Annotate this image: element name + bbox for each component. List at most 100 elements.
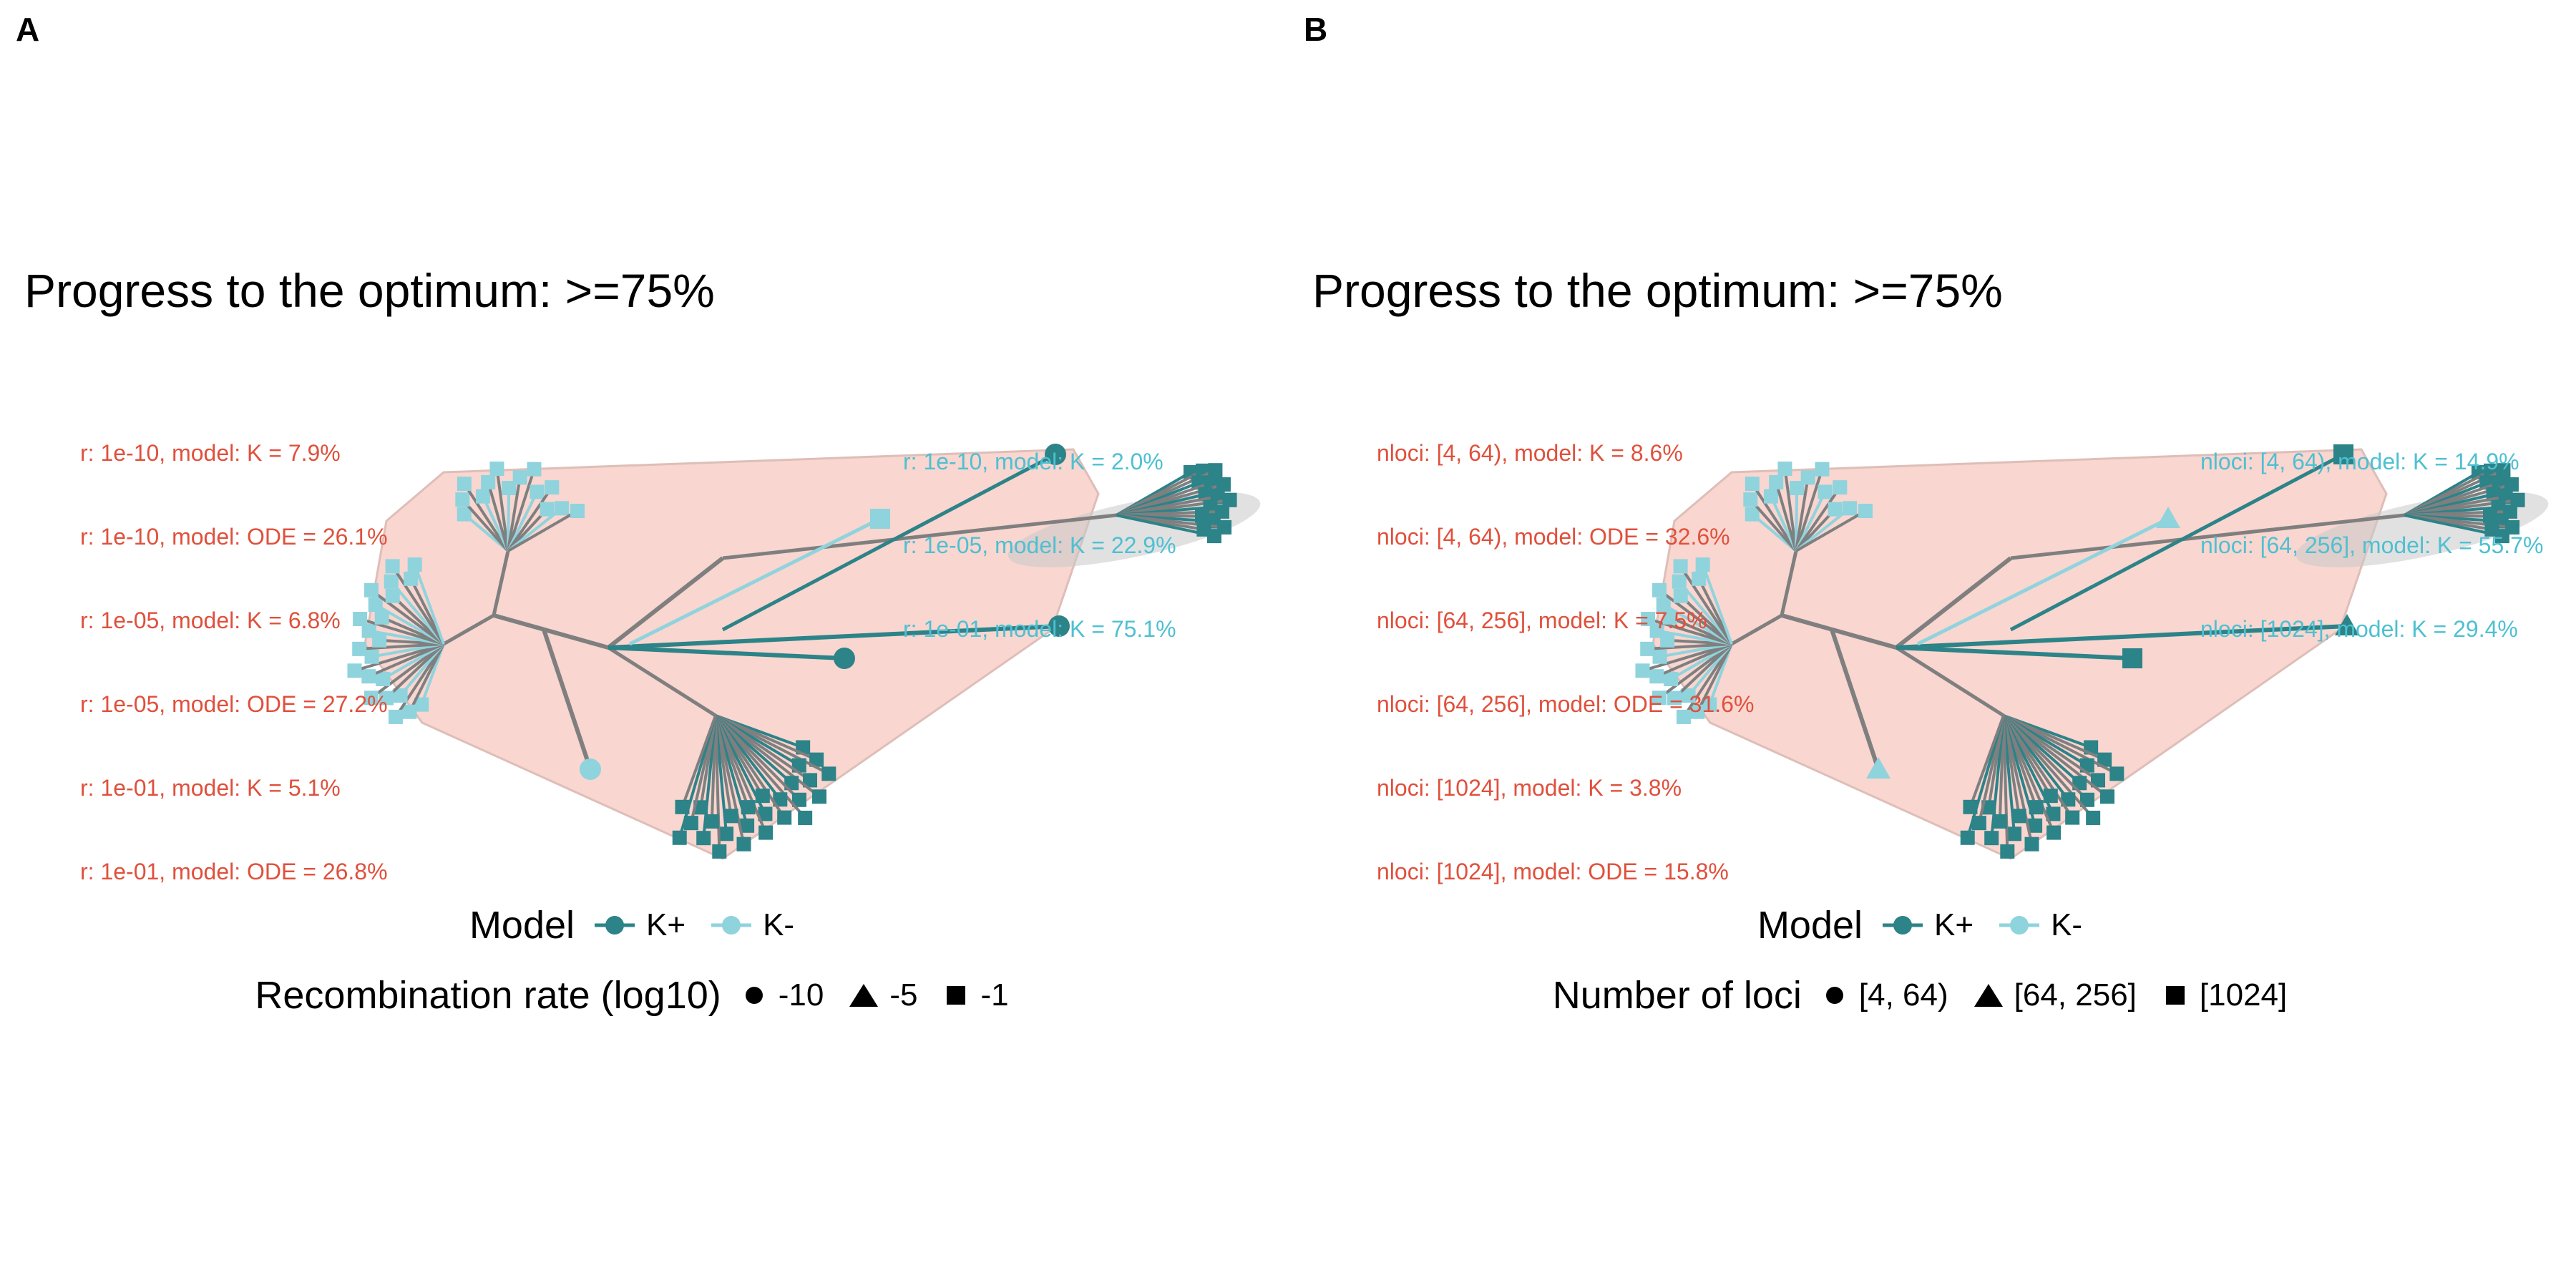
tree-branch: [1916, 517, 2170, 646]
tree-branch: [507, 507, 563, 552]
tree-tip: [1764, 489, 1779, 504]
tree-tip: [1649, 669, 1664, 684]
tree-tip: [675, 799, 690, 814]
circle-icon: [745, 987, 763, 1004]
tree-tip: [414, 697, 429, 712]
tree-branch: [1678, 580, 1733, 645]
tree-tip: [2000, 844, 2015, 859]
legend-key-triangle: -5: [848, 977, 917, 1013]
tree-tip: [1828, 502, 1843, 517]
tree-tip: [368, 597, 383, 612]
legend-shape: Number of loci [4, 64) [64, 256] [1024]: [1288, 973, 2576, 1018]
legend-label: K-: [2051, 907, 2083, 942]
tree-branch: [1730, 613, 1783, 646]
legend-model: Model K+ K-: [0, 903, 1288, 947]
tree-tip: [1971, 816, 1986, 831]
tree-tip: [347, 663, 362, 678]
tree-tip: [1800, 470, 1815, 485]
annotation-line: r: 1e-10, model: K = 7.9%: [80, 440, 341, 466]
panel-title: Progress to the optimum: >=75%: [1312, 264, 2003, 317]
tree-branch: [1795, 509, 1866, 552]
tree-branch: [385, 643, 445, 699]
tree-tip: [683, 816, 698, 831]
tree-tip: [672, 830, 687, 845]
tree-branch: [607, 645, 717, 718]
tree-tip: [1866, 757, 1890, 779]
tree-tip: [580, 758, 601, 780]
tree-tip: [1640, 641, 1655, 656]
tree-tip: [2011, 809, 2026, 824]
tree-tip: [1745, 477, 1760, 492]
tree-tip: [1649, 623, 1664, 638]
tree-tip: [2079, 792, 2094, 807]
tree-tip: [1656, 597, 1671, 612]
line-point-icon: [1999, 916, 2040, 935]
tree-tip: [393, 688, 408, 703]
annotation-red: r: 1e-10, model: K = 7.9% r: 1e-10, mode…: [80, 384, 388, 942]
legend-title: Recombination rate (log10): [255, 974, 721, 1017]
tree-branch: [1116, 514, 1215, 538]
tree-branch: [2010, 513, 2405, 560]
tree-tip: [2099, 789, 2114, 804]
tree-tip: [2028, 818, 2043, 833]
tree-tip: [540, 502, 555, 517]
tree-tip: [811, 789, 826, 804]
tree-tip: [1692, 571, 1707, 586]
tree-tip: [1818, 484, 1833, 499]
tree-tip: [1676, 709, 1691, 724]
tree-tip: [1206, 529, 1221, 544]
tree-tip: [1681, 688, 1696, 703]
square-icon: [2165, 986, 2185, 1005]
legend-label: [64, 256]: [2014, 977, 2137, 1013]
tree-branch: [1830, 629, 1880, 770]
tree-branch: [1896, 645, 2133, 660]
tree-tip: [376, 672, 391, 686]
line-point-icon: [711, 916, 752, 935]
legend-label: -10: [778, 977, 824, 1013]
legend-title: Model: [469, 904, 575, 947]
annotation-line: r: 1e-01, model: K = 75.1%: [903, 616, 1176, 642]
tree-branch: [369, 629, 444, 645]
tree-branch: [1673, 643, 1733, 699]
tree-tip: [2046, 806, 2061, 821]
tree-tip: [821, 766, 836, 781]
tree-branch: [370, 589, 445, 645]
tree-branch: [408, 643, 445, 713]
tree-diagram: [347, 444, 1261, 860]
tree-tip: [2494, 529, 2509, 544]
annotation-line: r: 1e-01, model: ODE = 26.8%: [80, 859, 388, 884]
tree-branch: [1647, 643, 1732, 650]
tree-tip: [1222, 492, 1237, 507]
tree-branch: [1696, 643, 1733, 713]
tree-branch: [1781, 613, 1897, 650]
tree-tip: [374, 610, 389, 625]
tree-tip: [1652, 691, 1667, 706]
tree-tip: [352, 641, 367, 656]
line-point-icon: [595, 916, 635, 935]
tree-tip: [1858, 504, 1873, 518]
tree-branch: [2009, 452, 2345, 632]
tree-tip: [1992, 814, 2007, 829]
legend-shape: Recombination rate (log10) -10 -5 -1: [0, 973, 1288, 1018]
panel-b: B Progress to the optimum: >=75% nloci: …: [1288, 0, 2576, 1288]
tree-tip: [693, 800, 708, 815]
tree-branch: [607, 556, 724, 650]
legend-label: [1024]: [2199, 977, 2288, 1013]
tree-tip: [1833, 480, 1848, 495]
tree-tip: [1673, 588, 1688, 603]
tree-tip: [1690, 704, 1705, 719]
tree-tip: [1745, 507, 1760, 522]
tree-tip: [712, 844, 727, 859]
tree-branch: [507, 487, 511, 552]
tree-tip: [385, 559, 400, 574]
tree-tip: [388, 709, 403, 724]
legend-key-k-minus: K-: [710, 907, 794, 943]
legend-key-k-plus: K+: [1881, 907, 1974, 943]
tree-branch: [495, 468, 509, 552]
annotation-line: nloci: [64, 256], model: K = 7.5%: [1377, 608, 1707, 633]
tree-tip: [364, 649, 379, 664]
annotation-line: nloci: [1024], model: K = 29.4%: [2200, 616, 2518, 642]
tree-tip: [798, 810, 813, 825]
tree-tip: [402, 704, 417, 719]
tree-tip: [530, 484, 545, 499]
